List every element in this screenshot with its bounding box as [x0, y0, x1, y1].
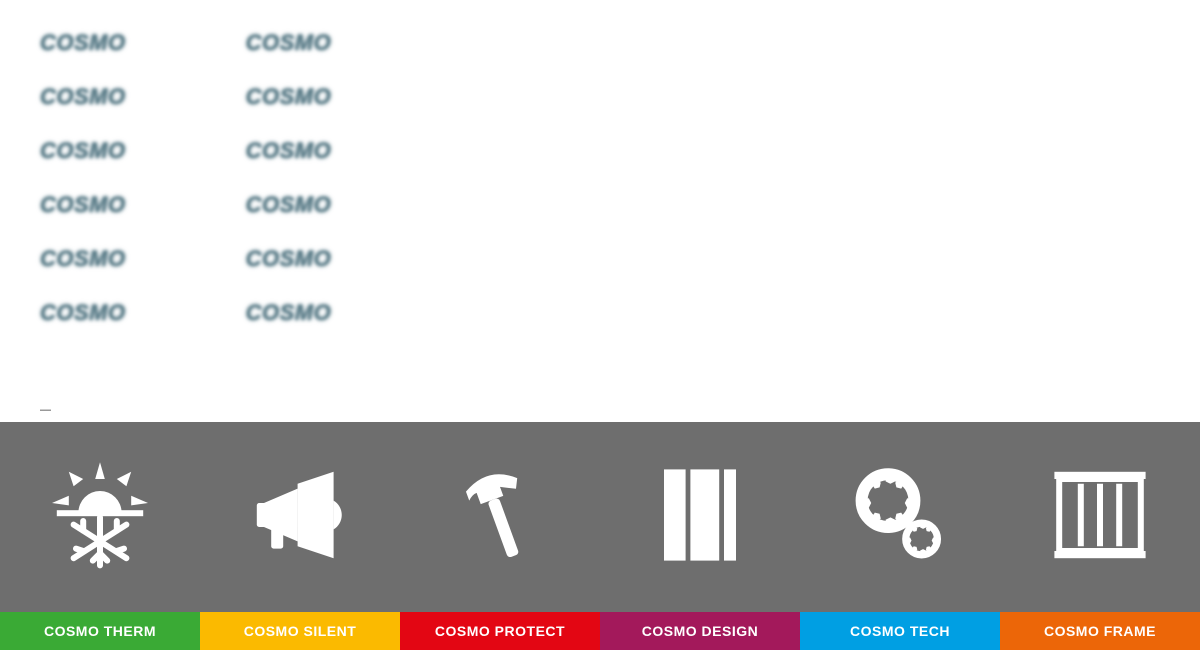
product-label[interactable]: COSMO SILENT [200, 612, 400, 650]
top-text-area: COSMO COSMO COSMO COSMO COSMO COSMO COSM… [0, 0, 1200, 402]
product-label[interactable]: COSMO TECH [800, 612, 1000, 650]
product-icon-cell[interactable] [0, 422, 200, 612]
brand-word: COSMO [246, 300, 332, 326]
brand-word: COSMO [246, 138, 332, 164]
caption-text: — [0, 402, 1200, 422]
brand-word: COSMO [40, 192, 126, 218]
product-label[interactable]: COSMO PROTECT [400, 612, 600, 650]
label-band: COSMO THERM COSMO SILENT COSMO PROTECT C… [0, 612, 1200, 650]
brand-word: COSMO [246, 192, 332, 218]
sun-snowflake-icon [40, 455, 160, 580]
top-column-1: COSMO COSMO COSMO COSMO COSMO COSMO [40, 30, 126, 392]
product-icon-cell[interactable] [800, 422, 1000, 612]
gears-icon [840, 455, 960, 580]
hammer-icon [440, 455, 560, 580]
brand-word: COSMO [40, 84, 126, 110]
product-icon-cell[interactable] [1000, 422, 1200, 612]
brand-word: COSMO [246, 84, 332, 110]
brand-word: COSMO [40, 30, 126, 56]
product-label[interactable]: COSMO DESIGN [600, 612, 800, 650]
product-icon-cell[interactable] [200, 422, 400, 612]
product-label[interactable]: COSMO FRAME [1000, 612, 1200, 650]
brand-word: COSMO [40, 246, 126, 272]
page-root: COSMO COSMO COSMO COSMO COSMO COSMO COSM… [0, 0, 1200, 650]
megaphone-icon [240, 455, 360, 580]
panels-icon [640, 455, 760, 580]
top-column-2: COSMO COSMO COSMO COSMO COSMO COSMO [246, 30, 332, 392]
brand-word: COSMO [246, 30, 332, 56]
product-icon-cell[interactable] [400, 422, 600, 612]
product-label[interactable]: COSMO THERM [0, 612, 200, 650]
brand-word: COSMO [246, 246, 332, 272]
brand-word: COSMO [40, 138, 126, 164]
frame-icon [1040, 455, 1160, 580]
icon-band [0, 422, 1200, 612]
product-icon-cell[interactable] [600, 422, 800, 612]
brand-word: COSMO [40, 300, 126, 326]
